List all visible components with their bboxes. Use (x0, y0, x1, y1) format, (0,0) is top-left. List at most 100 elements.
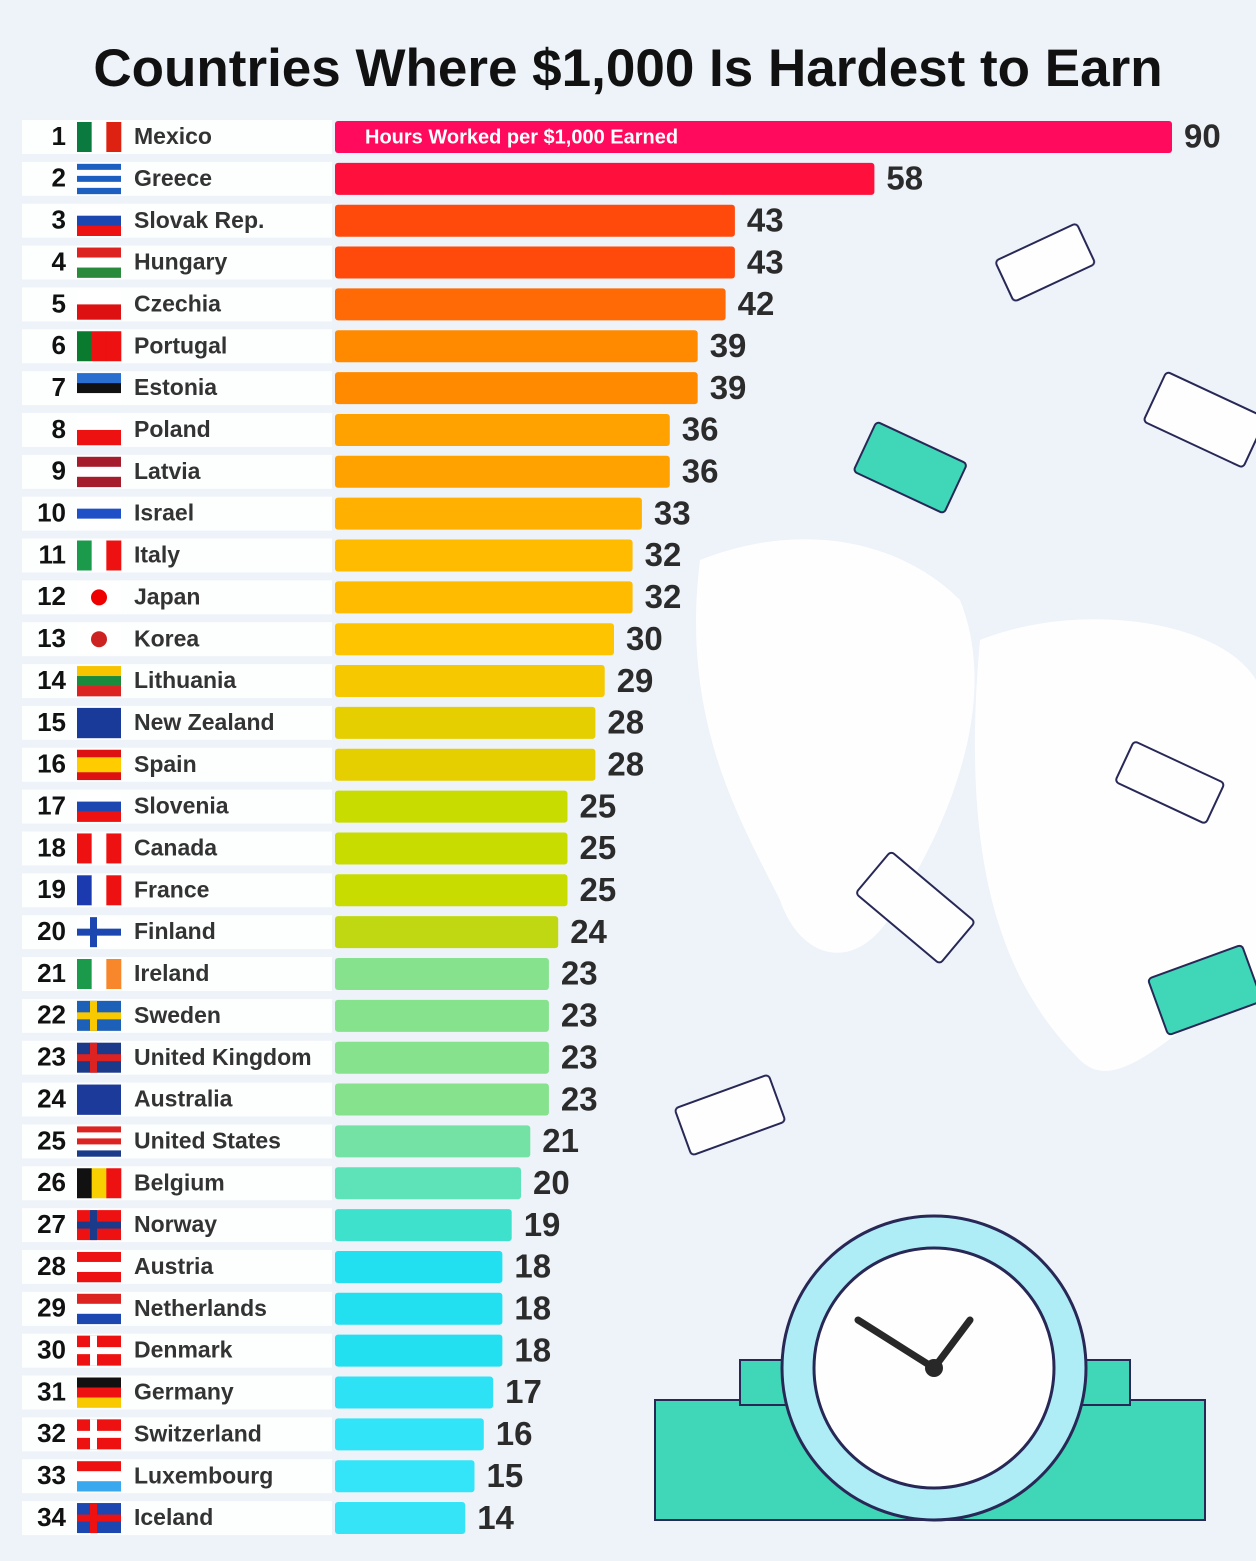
row-background (22, 245, 332, 280)
flag-part (77, 1514, 121, 1522)
flag (77, 331, 122, 362)
banknote (1143, 371, 1256, 468)
flag (77, 1126, 121, 1157)
rank-label: 5 (52, 288, 66, 318)
category-label: Norway (134, 1211, 217, 1237)
bar (335, 372, 698, 405)
category-label: Lithuania (134, 667, 236, 693)
value-label: 90 (1184, 118, 1221, 155)
rank-label: 11 (39, 539, 67, 569)
flag-part (77, 1132, 121, 1139)
flag-part (77, 811, 121, 822)
flag-part (77, 707, 121, 739)
rank-label: 27 (37, 1209, 66, 1239)
flag-part (77, 764, 121, 773)
banknote (1115, 741, 1225, 824)
value-label: 30 (626, 620, 663, 657)
flag-part (91, 331, 107, 362)
flag-part (77, 247, 121, 258)
category-label: Korea (134, 625, 199, 651)
row-background (22, 789, 332, 824)
value-label: 42 (738, 285, 775, 322)
category-label: Estonia (134, 374, 217, 400)
flag (77, 1461, 121, 1492)
value-label: 28 (607, 704, 644, 741)
flag-part (77, 383, 121, 394)
bar (335, 1250, 503, 1283)
bar (335, 832, 568, 865)
value-label: 36 (682, 411, 719, 448)
row-background (22, 831, 332, 866)
bar (335, 204, 735, 237)
bar (335, 874, 568, 907)
flag-part (77, 875, 92, 906)
flag-part (77, 508, 121, 519)
category-label: Sweden (134, 1002, 221, 1028)
flag-part (77, 1150, 121, 1157)
value-label: 32 (645, 578, 682, 615)
flag (77, 414, 121, 446)
flag-part (91, 1168, 107, 1199)
row-background (22, 1417, 332, 1452)
category-label: Australia (134, 1086, 233, 1112)
banknote (995, 223, 1096, 302)
map-shape (696, 539, 975, 953)
flag (77, 917, 121, 948)
value-label: 43 (747, 243, 784, 280)
flag-part (77, 429, 121, 446)
rank-label: 4 (52, 246, 67, 276)
rank-label: 8 (52, 414, 66, 444)
row-background (22, 538, 332, 573)
rank-label: 16 (37, 749, 66, 779)
category-label: Mexico (134, 123, 212, 149)
flag-part (77, 1221, 121, 1229)
bar (335, 497, 642, 530)
rank-label: 6 (52, 330, 66, 360)
flag (77, 1251, 121, 1283)
rank-label: 20 (37, 916, 66, 946)
flag-part (77, 1471, 121, 1482)
value-label: 25 (580, 871, 617, 908)
flag-part (77, 215, 121, 226)
clock-center (925, 1359, 943, 1377)
flag-part (77, 181, 121, 189)
bar (335, 916, 559, 949)
bar (335, 455, 670, 488)
flag-part (77, 1293, 121, 1305)
flag-part (77, 1461, 121, 1472)
flag-part (77, 1012, 121, 1020)
row-background (22, 1082, 332, 1117)
rank-label: 10 (37, 498, 66, 528)
flag-part (91, 631, 107, 648)
row-background (22, 1459, 332, 1494)
value-label: 23 (561, 955, 598, 992)
rank-label: 23 (37, 1042, 66, 1072)
value-label: 39 (710, 369, 747, 406)
value-label: 20 (533, 1164, 570, 1201)
row-background (22, 1333, 332, 1368)
category-label: Slovenia (134, 793, 229, 819)
category-label: France (134, 876, 209, 902)
category-label: Latvia (134, 458, 201, 484)
value-label: 15 (487, 1457, 524, 1494)
flag-part (77, 757, 121, 766)
rank-label: 18 (37, 832, 66, 862)
flag (77, 373, 121, 404)
category-label: Germany (134, 1379, 234, 1405)
flag-part (77, 205, 121, 216)
flag-part (77, 1430, 121, 1438)
bar (335, 581, 633, 614)
flag-part (77, 1126, 121, 1133)
bar (335, 999, 549, 1032)
flag-part (106, 540, 122, 571)
rank-label: 9 (52, 456, 66, 486)
row-background (22, 496, 332, 531)
category-label: Japan (134, 583, 200, 609)
bar (335, 1209, 512, 1242)
flag (77, 791, 121, 822)
category-label: Greece (134, 165, 212, 191)
value-label: 39 (710, 327, 747, 364)
category-label: Luxembourg (134, 1462, 273, 1488)
row-background (22, 580, 332, 615)
flag (77, 1377, 121, 1408)
